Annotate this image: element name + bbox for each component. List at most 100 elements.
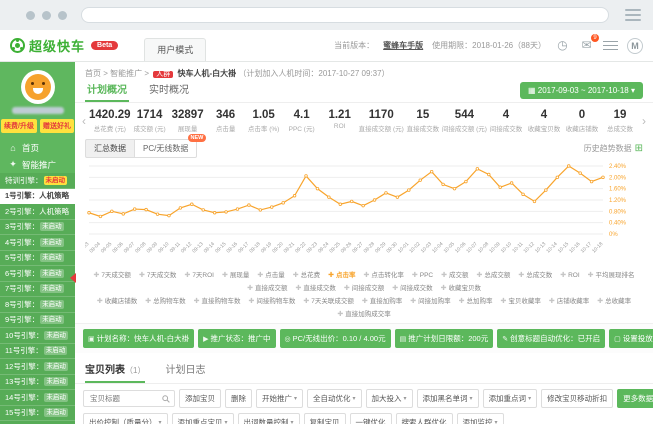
tab-realtime-overview[interactable]: 实时概况 — [149, 85, 189, 96]
sidebar-item-engine[interactable]: 7号引擎： 未启动 — [0, 281, 75, 297]
sidebar-item-engine[interactable]: 14号引擎： 未启动 — [0, 390, 75, 406]
tab-plan-log[interactable]: 计划日志 — [165, 365, 206, 376]
sidebar-item-engine[interactable]: 特训引擎： 未启动 — [0, 173, 75, 189]
trend-chart[interactable]: 0% 0.40% 0.80% 1.20% 1.60% 2.00% 2.40% 09-03 09-… — [75, 160, 653, 267]
legend-item[interactable]: ✚ 直接成交额 — [247, 284, 287, 294]
search-box[interactable] — [83, 390, 175, 407]
sidebar-item-engine[interactable]: 11号引擎： 未启动 — [0, 343, 75, 359]
legend-item[interactable]: ✚ 平均展现排名 — [588, 271, 635, 281]
toolbar-button[interactable]: 出词数量控制 ▾ — [237, 413, 300, 424]
window-dot[interactable] — [58, 10, 67, 20]
legend-item[interactable]: ✚ 7天成交数 — [139, 271, 177, 281]
sidebar-item-engine[interactable]: 1号引擎：人机策略 — [0, 188, 75, 204]
app-menu-icon[interactable] — [603, 38, 618, 53]
version-value-link[interactable]: 蜜蜂车手版 — [383, 41, 424, 50]
legend-item[interactable]: ✚ 点击率 — [328, 271, 355, 281]
legend-item[interactable]: ✚ 总收藏率 — [597, 297, 631, 307]
stats-next-icon[interactable]: › — [642, 114, 646, 128]
toolbar-button[interactable]: 一键优化 — [349, 413, 392, 424]
history-clock-icon[interactable]: ◷ — [557, 38, 568, 52]
legend-item[interactable]: ✚ 总成交数 — [518, 271, 552, 281]
legend-item[interactable]: ✚ 收藏店铺数 — [97, 297, 137, 307]
sidebar-item-engine[interactable]: 15号引擎： 未启动 — [0, 405, 75, 421]
date-range-picker[interactable]: ▦ 2017-09-03 ~ 2017-10-18 ▾ — [520, 82, 643, 99]
legend-item[interactable]: ✚ 总花费 — [293, 271, 320, 281]
gift-button[interactable]: 赠送好礼 — [39, 119, 74, 133]
sidebar-item-smart-promo[interactable]: ✦ 智能推广 — [0, 156, 75, 173]
legend-item[interactable]: ✚ 宝贝收藏率 — [501, 297, 541, 307]
plan-setting-button[interactable]: ▶ 推广状态：推广中 — [198, 329, 276, 348]
tab-goods-list[interactable]: 宝贝列表（1） — [85, 361, 146, 383]
window-dot[interactable] — [26, 10, 35, 20]
sidebar-item-engine[interactable]: 3号引擎： 未启动 — [0, 219, 75, 235]
toolbar-button[interactable]: 添加重点词 ▾ — [482, 389, 538, 408]
sidebar-item-engine[interactable]: 4号引擎： 未启动 — [0, 235, 75, 251]
sidebar-item-engine[interactable]: 12号引擎： 未启动 — [0, 359, 75, 375]
data-toggle-1[interactable]: PC/无线数据 NEW — [135, 134, 207, 158]
sidebar-item-engine[interactable]: 8号引擎： 未启动 — [0, 297, 75, 313]
legend-item[interactable]: ✚ 7天成交额 — [93, 271, 131, 281]
plan-setting-button[interactable]: ▤ 推广计划日限额：200元 — [394, 329, 494, 348]
sidebar-item-engine[interactable]: 10号引擎： 未启动 — [0, 328, 75, 344]
toolbar-button[interactable]: 添加重点宝贝 ▾ — [171, 413, 234, 424]
legend-item[interactable]: ✚ 7天关联成交额 — [303, 297, 354, 307]
plan-setting-button[interactable]: ▣ 计划名称：快车人机-白大褂 — [83, 329, 195, 348]
legend-item[interactable]: ✚ 店铺收藏率 — [549, 297, 589, 307]
legend-item[interactable]: ✚ 点击转化率 — [363, 271, 403, 281]
legend-item[interactable]: ✚ 间接成交数 — [392, 284, 432, 294]
stats-prev-icon[interactable]: ‹ — [82, 114, 86, 128]
tab-user-mode[interactable]: 用户模式 — [144, 38, 207, 61]
sidebar-item-engine[interactable]: 6号引擎： 未启动 — [0, 266, 75, 282]
breadcrumb-home[interactable]: 首页 — [85, 69, 101, 78]
toolbar-button[interactable]: 出价控制（质量分） ▾ — [83, 413, 168, 424]
toolbar-button[interactable]: 全自动优化 ▾ — [307, 389, 362, 408]
toolbar-button[interactable]: 修改宝贝移动折扣 — [541, 389, 614, 408]
legend-item[interactable]: ✚ 总成交额 — [476, 271, 510, 281]
history-data-link[interactable]: 历史趋势数据 ⊞ — [583, 143, 643, 154]
sidebar-item-engine[interactable]: 13号引擎： 未启动 — [0, 374, 75, 390]
toolbar-button[interactable]: 添加黑名单词 ▾ — [416, 389, 479, 408]
window-control-dots[interactable] — [26, 10, 67, 20]
sidebar-item-engine[interactable]: 9号引擎： 未启动 — [0, 312, 75, 328]
legend-item[interactable]: ✚ 展现量 — [222, 271, 249, 281]
address-bar[interactable] — [81, 7, 609, 23]
browser-menu-icon[interactable] — [625, 9, 641, 21]
legend-item[interactable]: ✚ 间接购物车数 — [249, 297, 296, 307]
toolbar-button[interactable]: 加大投入 ▾ — [365, 389, 413, 408]
legend-item[interactable]: ✚ 总加购率 — [459, 297, 493, 307]
data-toggle-0[interactable]: 汇总数据 — [85, 139, 135, 158]
toolbar-button[interactable]: 添加监控 ▾ — [456, 413, 504, 424]
toolbar-button[interactable]: 复制宝贝 — [303, 413, 346, 424]
plan-setting-button[interactable]: ▢设置投放平台 — [609, 329, 653, 348]
sidebar-collapse-handle[interactable] — [70, 273, 76, 283]
legend-item[interactable]: ✚ 间接成交额 — [344, 284, 384, 294]
legend-item[interactable]: ✚ 7天ROI — [184, 271, 214, 281]
legend-item[interactable]: ✚ ROI — [560, 271, 579, 281]
renew-upgrade-button[interactable]: 续费/升级 — [1, 119, 37, 133]
toolbar-button[interactable]: 添加宝贝 — [179, 389, 221, 408]
legend-item[interactable]: ✚ 直接加购率 — [362, 297, 402, 307]
avatar[interactable]: M — [627, 37, 643, 54]
plan-setting-button[interactable]: ✎ 创意标题自动优化：已开启 — [497, 329, 606, 348]
sidebar-item-home[interactable]: ⌂ 首页 — [0, 139, 75, 156]
legend-item[interactable]: ✚ 收藏宝贝数 — [441, 284, 481, 294]
legend-item[interactable]: ✚ 总购物车数 — [145, 297, 185, 307]
legend-item[interactable]: ✚ 点击量 — [257, 271, 284, 281]
window-dot[interactable] — [42, 10, 51, 20]
legend-item[interactable]: ✚ 直接购物车数 — [194, 297, 241, 307]
search-input[interactable] — [88, 393, 162, 404]
legend-item[interactable]: ✚ 直接成交数 — [295, 284, 335, 294]
toolbar-button[interactable]: 删除 — [225, 389, 252, 408]
plan-setting-button[interactable]: ◎ PC/无线出价：0.10 / 4.00元 — [279, 329, 391, 348]
toolbar-button[interactable]: 开始推广 ▾ — [256, 389, 304, 408]
breadcrumb-section[interactable]: 智能推广 — [110, 69, 143, 78]
legend-item[interactable]: ✚ PPC — [412, 271, 433, 281]
legend-item[interactable]: ✚ 成交额 — [441, 271, 468, 281]
sidebar-item-engine[interactable]: 2号引擎：人机策略 — [0, 204, 75, 220]
more-data-button[interactable]: 更多数据 ▾ — [617, 389, 653, 408]
legend-item[interactable]: ✚ 间接加购率 — [410, 297, 450, 307]
toolbar-button[interactable]: 搜索人群优化 — [395, 413, 453, 424]
sidebar-item-engine[interactable]: 5号引擎： 未启动 — [0, 250, 75, 266]
legend-item[interactable]: ✚ 直接加购成交率 — [337, 310, 390, 320]
messages-icon[interactable]: ✉ 9 — [579, 34, 599, 53]
